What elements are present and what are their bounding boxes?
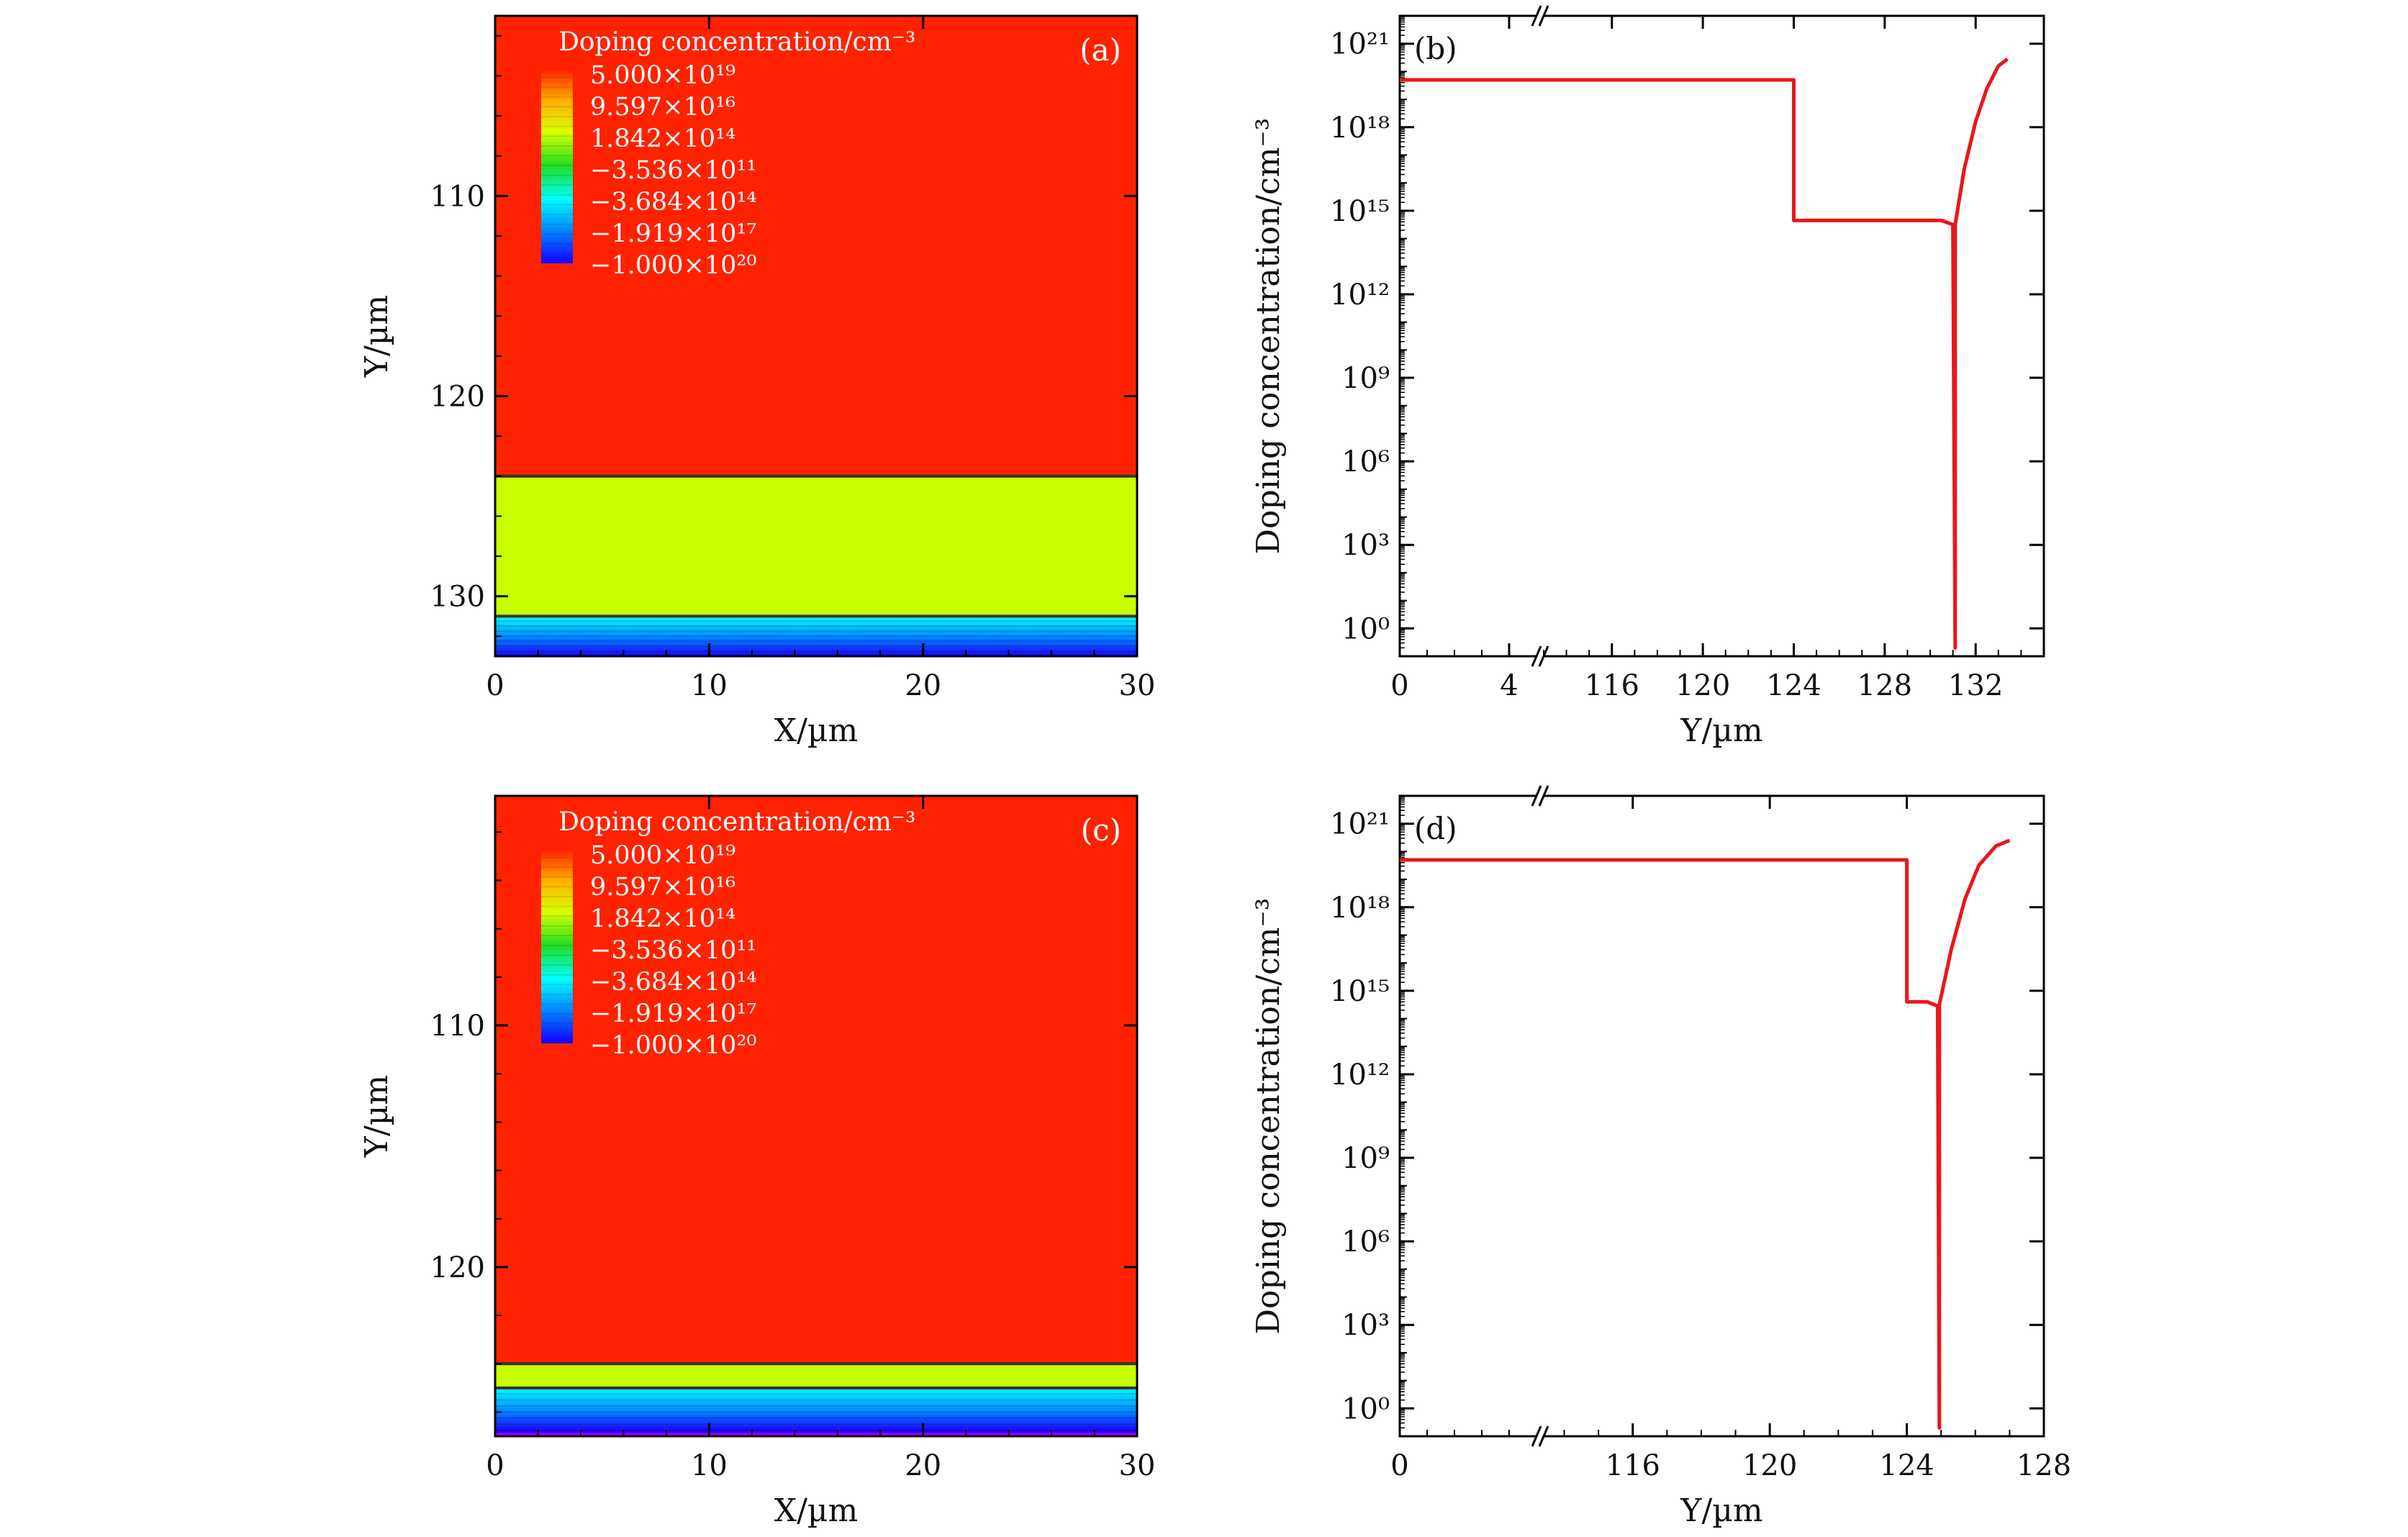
y-tick-label: 10¹⁸ — [1330, 892, 1390, 925]
axis-break-mark — [1531, 1425, 1542, 1447]
x-tick-label: 10 — [691, 1449, 728, 1482]
plot-frame — [494, 794, 1139, 1438]
x-tick-label: 20 — [905, 1449, 941, 1482]
colorbar-label: −1.919×10¹⁷ — [590, 219, 756, 248]
x-tick-label: 124 — [1766, 669, 1821, 702]
y-tick-label: 10⁶ — [1341, 1225, 1390, 1259]
colorbar-gradient — [541, 68, 573, 263]
colorbar-label: −1.000×10²⁰ — [590, 251, 756, 280]
axis-break-mark — [1538, 785, 1549, 807]
axis-break-gap-bottom — [1536, 1432, 1544, 1441]
plot-frame — [1398, 794, 2045, 1438]
y-tick-label: 10²¹ — [1330, 28, 1390, 61]
y-tick-label: 10⁹ — [1341, 362, 1390, 395]
y-tick-label: 10⁹ — [1341, 1142, 1390, 1175]
region-1 — [495, 1364, 1137, 1388]
region-2 — [495, 1387, 1137, 1436]
colorbar-label: 9.597×10¹⁶ — [590, 93, 735, 122]
axis-break-mark — [1538, 5, 1549, 27]
x-tick-label: 0 — [1390, 1449, 1408, 1482]
y-tick-label: 120 — [430, 380, 485, 413]
colorbar-label: 5.000×10¹⁹ — [590, 61, 735, 90]
plot-frame — [1398, 14, 2045, 658]
panel-a: 0 10 20 30 110 120 130 X/µm Y/µm (a) Doping concen… — [358, 14, 1156, 749]
y-axis-title: Y/µm — [358, 295, 395, 378]
colorbar-label: −1.000×10²⁰ — [590, 1031, 756, 1060]
x-tick-label: 116 — [1606, 1449, 1660, 1482]
x-axis-title: X/µm — [774, 712, 858, 749]
panel-d: 10⁰ 10³ 10⁶ 10⁹ 10¹² 10¹⁵ 10¹⁸ 10²¹ 0 116 120 124 12… — [1250, 785, 2071, 1529]
x-tick-label: 132 — [1948, 669, 2003, 702]
y-tick-label: 10⁰ — [1341, 1392, 1390, 1425]
panel-c: 0 10 20 30 110 120 X/µm Y/µm (c) Doping concentra… — [358, 794, 1156, 1529]
panel-b: 10⁰ 10³ 10⁶ 10⁹ 10¹² 10¹⁵ 10¹⁸ 10²¹ 0 4 116 120 124 1… — [1250, 5, 2045, 749]
region-1 — [495, 476, 1137, 617]
y-tick-label: 130 — [430, 581, 485, 614]
x-tick-label: 120 — [1675, 669, 1730, 702]
x-tick-label: 0 — [486, 669, 504, 702]
colorbar-title: Doping concentration/cm⁻³ — [558, 27, 915, 57]
colorbar-label: −3.684×10¹⁴ — [590, 968, 756, 997]
axis-break-mark — [1538, 1425, 1549, 1447]
colorbar-title: Doping concentration/cm⁻³ — [558, 807, 915, 837]
x-tick-label: 0 — [486, 1449, 504, 1482]
series-line-0 — [1400, 58, 2009, 650]
colorbar-label: 9.597×10¹⁶ — [590, 873, 735, 902]
x-tick-label: 20 — [905, 669, 941, 702]
panel-tag: (b) — [1414, 31, 1457, 66]
axis-break-mark — [1531, 645, 1542, 667]
y-tick-label: 10¹² — [1330, 1058, 1390, 1092]
x-axis-title: Y/µm — [1680, 712, 1762, 749]
y-tick-label: 10³ — [1341, 1309, 1390, 1342]
y-tick-label: 110 — [430, 1010, 485, 1043]
x-tick-label: 128 — [2017, 1449, 2071, 1482]
panel-tag: (a) — [1079, 32, 1121, 68]
y-axis-title: Doping concentration/cm⁻³ — [1250, 898, 1287, 1335]
y-tick-label: 10¹⁵ — [1330, 975, 1390, 1008]
y-tick-label: 10⁰ — [1341, 612, 1390, 645]
colorbar-label: −3.536×10¹¹ — [590, 156, 756, 185]
colorbar-label: 5.000×10¹⁹ — [590, 841, 735, 870]
axis-break-mark — [1531, 5, 1542, 27]
y-tick-label: 10⁶ — [1341, 445, 1390, 479]
colorbar-label: −3.684×10¹⁴ — [590, 188, 756, 217]
region-2 — [495, 616, 1137, 656]
colorbar-label: −3.536×10¹¹ — [590, 936, 756, 965]
panel-tag: (c) — [1081, 812, 1121, 848]
colorbar-label: −1.919×10¹⁷ — [590, 999, 756, 1028]
region-0 — [495, 796, 1137, 1364]
y-tick-label: 10¹⁵ — [1330, 195, 1390, 228]
y-tick-label: 110 — [430, 180, 485, 213]
y-tick-label: 10³ — [1341, 529, 1390, 562]
colorbar-gradient — [541, 848, 573, 1043]
x-tick-label: 30 — [1119, 1449, 1156, 1482]
y-tick-label: 120 — [430, 1251, 485, 1284]
x-tick-label: 30 — [1119, 669, 1156, 702]
x-tick-label: 128 — [1857, 669, 1912, 702]
y-tick-label: 10²¹ — [1330, 808, 1390, 841]
panel-tag: (d) — [1414, 811, 1457, 846]
x-tick-label: 116 — [1585, 669, 1639, 702]
x-tick-label: 10 — [691, 669, 728, 702]
series-line-0 — [1400, 838, 2011, 1430]
y-axis-title: Y/µm — [358, 1075, 395, 1158]
colorbar-label: 1.842×10¹⁴ — [590, 904, 735, 933]
y-tick-label: 10¹² — [1330, 278, 1390, 312]
region-0 — [495, 16, 1137, 476]
axis-break-gap-top — [1536, 12, 1544, 20]
axis-break-mark — [1531, 785, 1542, 807]
y-axis-title: Doping concentration/cm⁻³ — [1250, 118, 1287, 555]
axis-break-gap-top — [1536, 792, 1544, 800]
colorbar-label: 1.842×10¹⁴ — [590, 124, 735, 153]
x-tick-label: 0 — [1390, 669, 1408, 702]
x-axis-title: X/µm — [774, 1492, 858, 1529]
x-tick-label: 4 — [1500, 669, 1518, 702]
x-tick-label: 124 — [1879, 1449, 1934, 1482]
x-tick-label: 120 — [1742, 1449, 1797, 1482]
x-axis-title: Y/µm — [1680, 1492, 1762, 1529]
y-tick-label: 10¹⁸ — [1330, 112, 1390, 145]
axis-break-gap-bottom — [1536, 652, 1544, 661]
plot-frame — [494, 14, 1139, 658]
